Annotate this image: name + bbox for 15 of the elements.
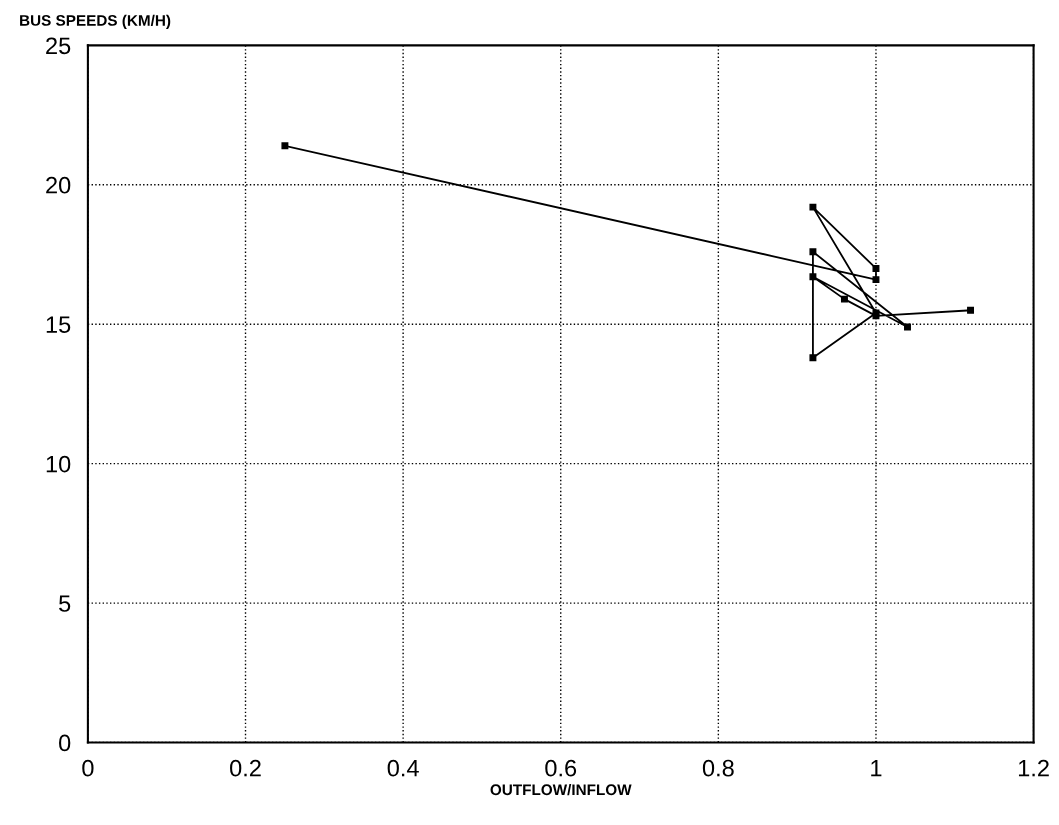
x-tick-label: 0.4 xyxy=(387,759,419,777)
y-tick-label: 5 xyxy=(59,595,71,612)
x-axis-title: OUTFLOW/INFLOW xyxy=(490,783,632,796)
x-tick-label: 0.8 xyxy=(702,759,734,777)
y-tick-label: 0 xyxy=(59,734,71,752)
y-tick-label: 25 xyxy=(46,37,71,55)
y-tick-label: 20 xyxy=(46,176,71,194)
x-tick-label: 1.2 xyxy=(1018,759,1049,777)
x-tick-label: 1 xyxy=(871,760,882,777)
x-tick-label: 0.2 xyxy=(230,759,261,777)
y-tick-label: 15 xyxy=(46,316,71,334)
y-tick-label: 10 xyxy=(46,455,71,473)
y-axis-title: BUS SPEEDS (KM/H) xyxy=(20,14,171,29)
x-tick-label: 0.6 xyxy=(545,759,577,777)
x-tick-label: 0 xyxy=(82,759,94,777)
